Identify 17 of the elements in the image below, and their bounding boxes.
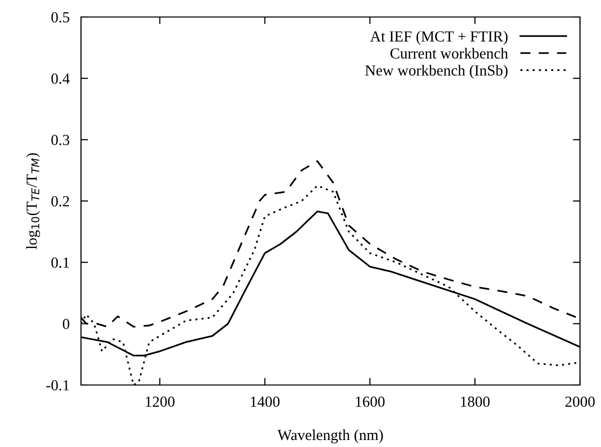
legend-label: At IEF (MCT + FTIR) <box>370 30 508 45</box>
x-axis-title: Wavelength (nm) <box>277 429 383 444</box>
y-axis-title: log$_{10}$(T$_{TE}$/T$_{TM}$) <box>26 153 40 250</box>
legend-label: Current workbench <box>390 48 508 59</box>
y-tick-label: -0.1 <box>46 380 69 391</box>
y-tick-label: 0.3 <box>51 134 70 146</box>
x-tick-label: 2000 <box>565 396 595 407</box>
y-tick-label: 0 <box>62 318 70 330</box>
y-tick-label: 0.1 <box>51 257 69 268</box>
legend-label: New workbench (InSb) <box>365 64 508 79</box>
x-tick-label: 1200 <box>146 396 174 407</box>
x-tick-label: 1400 <box>250 396 280 407</box>
y-tick-label: 0.5 <box>51 12 70 23</box>
y-tick-label: 0.4 <box>51 73 70 84</box>
x-tick-label: 1600 <box>356 396 385 407</box>
y-tick-label: 0.2 <box>51 196 70 207</box>
x-tick-label: 1800 <box>461 396 490 407</box>
